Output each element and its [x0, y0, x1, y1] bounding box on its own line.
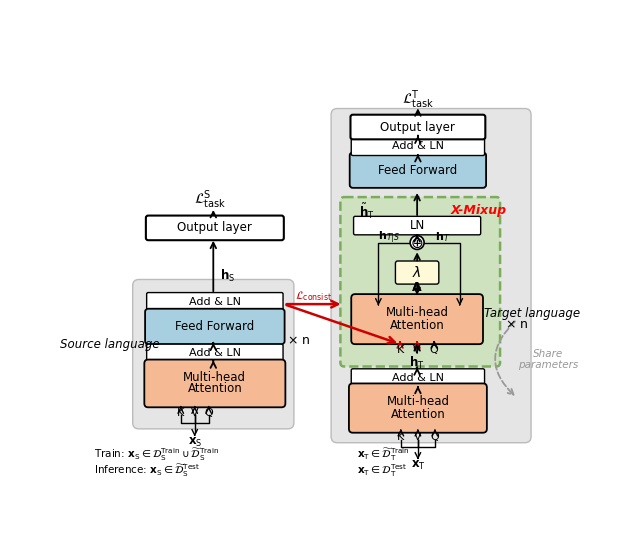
FancyBboxPatch shape — [351, 137, 484, 156]
Text: Add & LN: Add & LN — [189, 297, 241, 307]
Text: $\mathbf{x}_{\rm T} \in \mathcal{D}_{\rm T}^{\rm Test}$: $\mathbf{x}_{\rm T} \in \mathcal{D}_{\rm… — [358, 462, 408, 479]
Text: Train: $\mathbf{x}_{\rm S} \in \mathcal{D}_{\rm S}^{\rm Train} \cup \widetilde{\: Train: $\mathbf{x}_{\rm S} \in \mathcal{… — [94, 446, 219, 464]
Text: Q: Q — [430, 344, 438, 354]
Text: $\mathcal{L}_{\rm consist}$: $\mathcal{L}_{\rm consist}$ — [295, 288, 332, 302]
Text: Add & LN: Add & LN — [392, 141, 444, 151]
Text: $\mathbf{h}_{\rm S}$: $\mathbf{h}_{\rm S}$ — [220, 268, 235, 285]
Text: Multi-head: Multi-head — [386, 306, 449, 320]
Text: Add & LN: Add & LN — [392, 373, 444, 383]
Text: Source language: Source language — [60, 338, 159, 350]
Text: V: V — [191, 408, 198, 418]
Text: $\mathcal{L}_{\rm task}^{\rm T}$: $\mathcal{L}_{\rm task}^{\rm T}$ — [402, 88, 434, 110]
FancyBboxPatch shape — [340, 197, 500, 367]
Text: LN: LN — [410, 219, 425, 232]
FancyBboxPatch shape — [147, 292, 283, 311]
Text: $\tilde{\mathbf{h}}_{\rm T}$: $\tilde{\mathbf{h}}_{\rm T}$ — [359, 201, 374, 220]
FancyBboxPatch shape — [145, 309, 285, 344]
Text: Q: Q — [204, 408, 213, 418]
FancyBboxPatch shape — [351, 369, 484, 387]
Text: Target language: Target language — [484, 307, 580, 320]
FancyBboxPatch shape — [349, 383, 487, 432]
Text: Output layer: Output layer — [380, 121, 455, 133]
Text: $\times$ n: $\times$ n — [505, 319, 528, 331]
Text: Attention: Attention — [188, 382, 242, 395]
Text: Q: Q — [431, 432, 439, 442]
Text: $\mathbf{h}_{T|S}$: $\mathbf{h}_{T|S}$ — [378, 229, 400, 245]
Text: $\mathbf{x}_{\rm T}$: $\mathbf{x}_{\rm T}$ — [410, 459, 425, 473]
FancyBboxPatch shape — [147, 344, 283, 362]
FancyBboxPatch shape — [353, 217, 481, 235]
Text: V: V — [413, 344, 421, 354]
FancyBboxPatch shape — [351, 294, 483, 344]
Text: Multi-head: Multi-head — [183, 371, 246, 384]
Circle shape — [410, 235, 424, 249]
FancyBboxPatch shape — [145, 359, 285, 407]
Text: $\mathbf{h}_{\rm T}$: $\mathbf{h}_{\rm T}$ — [410, 355, 425, 372]
Text: $\mathbf{A}$: $\mathbf{A}$ — [412, 281, 423, 294]
Text: $\mathbf{x}_{\rm S}$: $\mathbf{x}_{\rm S}$ — [188, 436, 202, 449]
Text: V: V — [414, 432, 422, 442]
Text: Output layer: Output layer — [177, 222, 252, 234]
Text: $\mathbf{x}_{\rm T} \in \widetilde{\mathcal{D}}_{\rm T}^{\rm Train}$: $\mathbf{x}_{\rm T} \in \widetilde{\math… — [358, 446, 410, 464]
Text: K: K — [396, 344, 404, 354]
Text: X-Mixup: X-Mixup — [451, 204, 507, 218]
Text: $\times$ n: $\times$ n — [287, 334, 310, 347]
Text: $\oplus$: $\oplus$ — [410, 236, 424, 251]
FancyBboxPatch shape — [351, 115, 485, 140]
Text: $\mathbf{h}_{T}$: $\mathbf{h}_{T}$ — [435, 230, 450, 244]
Text: Feed Forward: Feed Forward — [175, 320, 255, 333]
FancyBboxPatch shape — [132, 280, 294, 429]
FancyBboxPatch shape — [396, 261, 439, 284]
Text: Attention: Attention — [390, 408, 445, 421]
Text: K: K — [397, 432, 404, 442]
Text: K: K — [177, 408, 184, 418]
Text: $\mathcal{L}_{\rm task}^{\rm S}$: $\mathcal{L}_{\rm task}^{\rm S}$ — [194, 189, 227, 211]
FancyBboxPatch shape — [146, 215, 284, 240]
Text: Feed Forward: Feed Forward — [378, 163, 458, 177]
Text: Multi-head: Multi-head — [387, 396, 449, 408]
FancyBboxPatch shape — [331, 109, 531, 442]
Text: $\lambda$: $\lambda$ — [412, 265, 422, 280]
Text: Inference: $\mathbf{x}_{\rm S} \in \widetilde{\mathcal{D}}_{\rm S}^{\rm Test}$: Inference: $\mathbf{x}_{\rm S} \in \wide… — [94, 462, 200, 479]
Text: Share
parameters: Share parameters — [518, 349, 578, 371]
Text: Attention: Attention — [390, 319, 445, 332]
Text: Add & LN: Add & LN — [189, 348, 241, 358]
FancyBboxPatch shape — [349, 152, 486, 188]
